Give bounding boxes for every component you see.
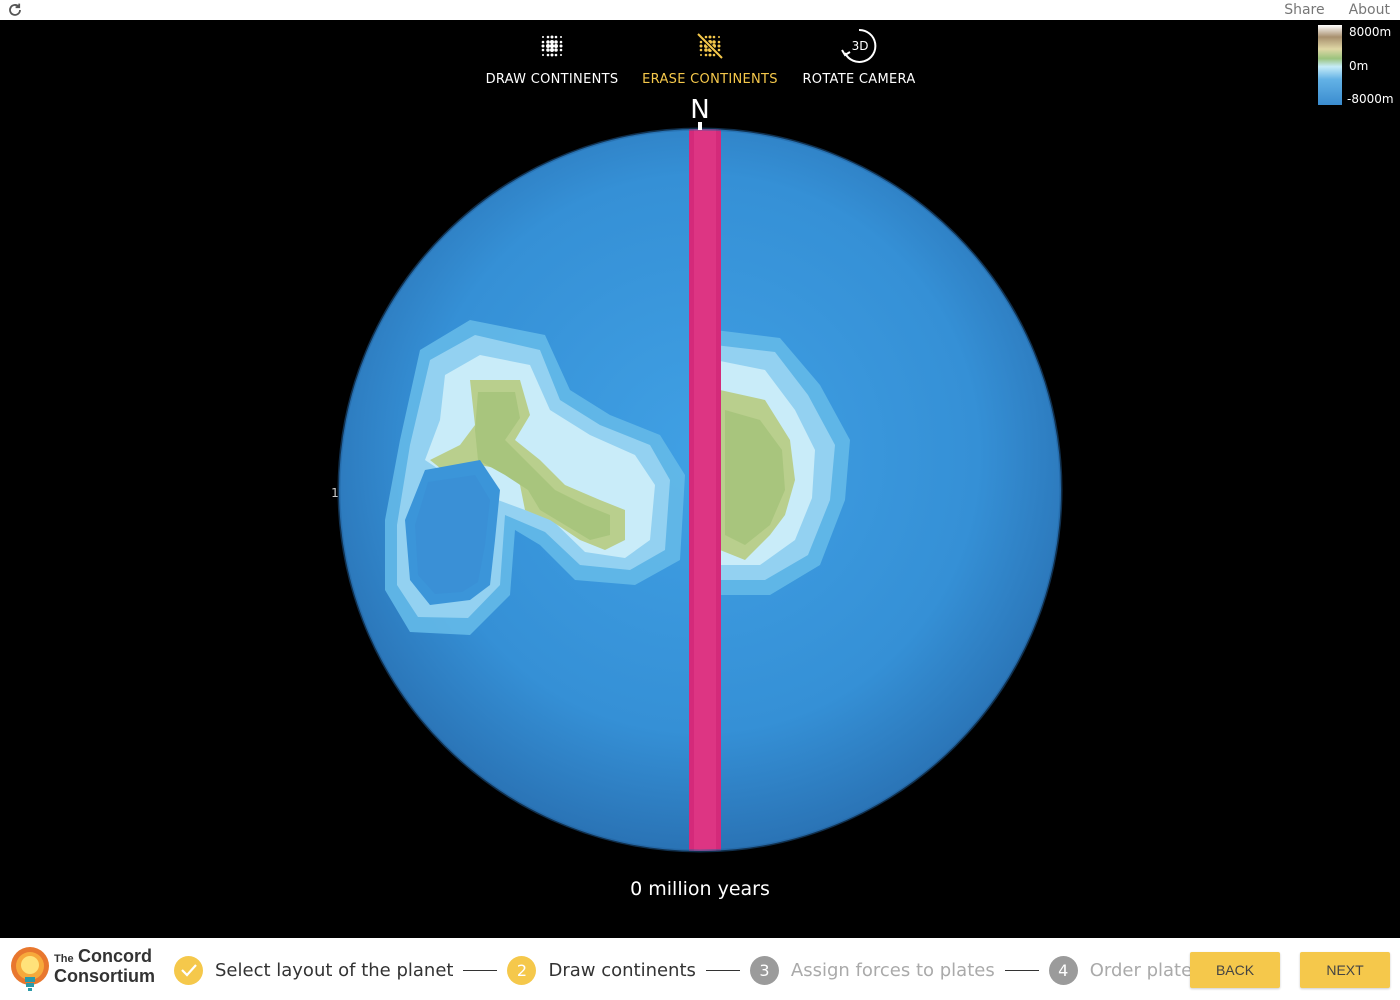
legend-mid-label: 0m xyxy=(1349,59,1369,73)
logo-the: The xyxy=(54,953,74,965)
north-pole-tick xyxy=(698,122,702,130)
planet-canvas[interactable]: N 1 DRAW CONTINENTS xyxy=(0,20,1400,938)
step-order-plates[interactable]: 4 Order plates xyxy=(1048,955,1202,985)
step-connector xyxy=(705,969,740,971)
side-marker: 1 xyxy=(331,486,339,500)
erase-continents-label: ERASE CONTINENTS xyxy=(642,72,778,87)
draw-continents-label: DRAW CONTINENTS xyxy=(485,72,619,87)
checkmark-icon xyxy=(174,955,203,985)
erase-continents-icon xyxy=(696,32,724,60)
progress-steps: Select layout of the planet 2 Draw conti… xyxy=(174,955,1256,985)
step-label: Select layout of the planet xyxy=(215,959,454,981)
north-label: N xyxy=(690,95,709,125)
step-connector xyxy=(463,969,498,971)
bottom-bar: The Concord Consortium Select layout of … xyxy=(0,938,1400,1000)
step-number: 2 xyxy=(507,955,537,985)
legend-min-label: -8000m xyxy=(1347,92,1394,106)
step-label: Order plates xyxy=(1089,959,1202,981)
time-label: 0 million years xyxy=(630,878,770,900)
globe[interactable]: N 1 xyxy=(0,20,1400,938)
draw-continents-button[interactable]: DRAW CONTINENTS xyxy=(483,26,621,87)
top-bar: Share About xyxy=(0,0,1400,20)
step-number: 3 xyxy=(749,955,779,985)
erase-continents-button[interactable]: ERASE CONTINENTS xyxy=(640,26,780,87)
logo-consortium: Consortium xyxy=(54,966,155,986)
svg-text:3D: 3D xyxy=(852,39,869,53)
step-number: 4 xyxy=(1048,955,1078,985)
about-link[interactable]: About xyxy=(1348,2,1390,18)
step-select-layout[interactable]: Select layout of the planet xyxy=(174,955,454,985)
concord-logo: The Concord Consortium xyxy=(10,946,160,992)
mode-toolbar: DRAW CONTINENTS ERASE CONTINENTS 3D xyxy=(0,26,1400,106)
rotate-camera-3d-icon: 3D xyxy=(841,28,877,63)
continent-west xyxy=(385,320,685,635)
step-label: Draw continents xyxy=(548,959,696,981)
share-link[interactable]: Share xyxy=(1284,2,1325,18)
step-connector xyxy=(1004,969,1039,971)
continent-east xyxy=(715,330,850,595)
elevation-color-bar xyxy=(1318,25,1342,105)
rotate-camera-button[interactable]: 3D ROTATE CAMERA xyxy=(800,26,918,87)
legend-max-label: 8000m xyxy=(1349,25,1392,39)
draw-continents-icon xyxy=(541,35,563,57)
reload-icon[interactable] xyxy=(6,1,24,19)
lightbulb-logo-icon xyxy=(11,947,49,991)
step-draw-continents[interactable]: 2 Draw continents xyxy=(507,955,696,985)
next-button[interactable]: NEXT xyxy=(1300,952,1390,988)
logo-concord: Concord xyxy=(78,946,153,966)
rotate-camera-label: ROTATE CAMERA xyxy=(802,72,916,87)
elevation-legend: 8000m 0m -8000m xyxy=(1318,25,1394,107)
step-assign-forces[interactable]: 3 Assign forces to plates xyxy=(749,955,995,985)
step-label: Assign forces to plates xyxy=(790,959,995,981)
back-button[interactable]: BACK xyxy=(1190,952,1280,988)
